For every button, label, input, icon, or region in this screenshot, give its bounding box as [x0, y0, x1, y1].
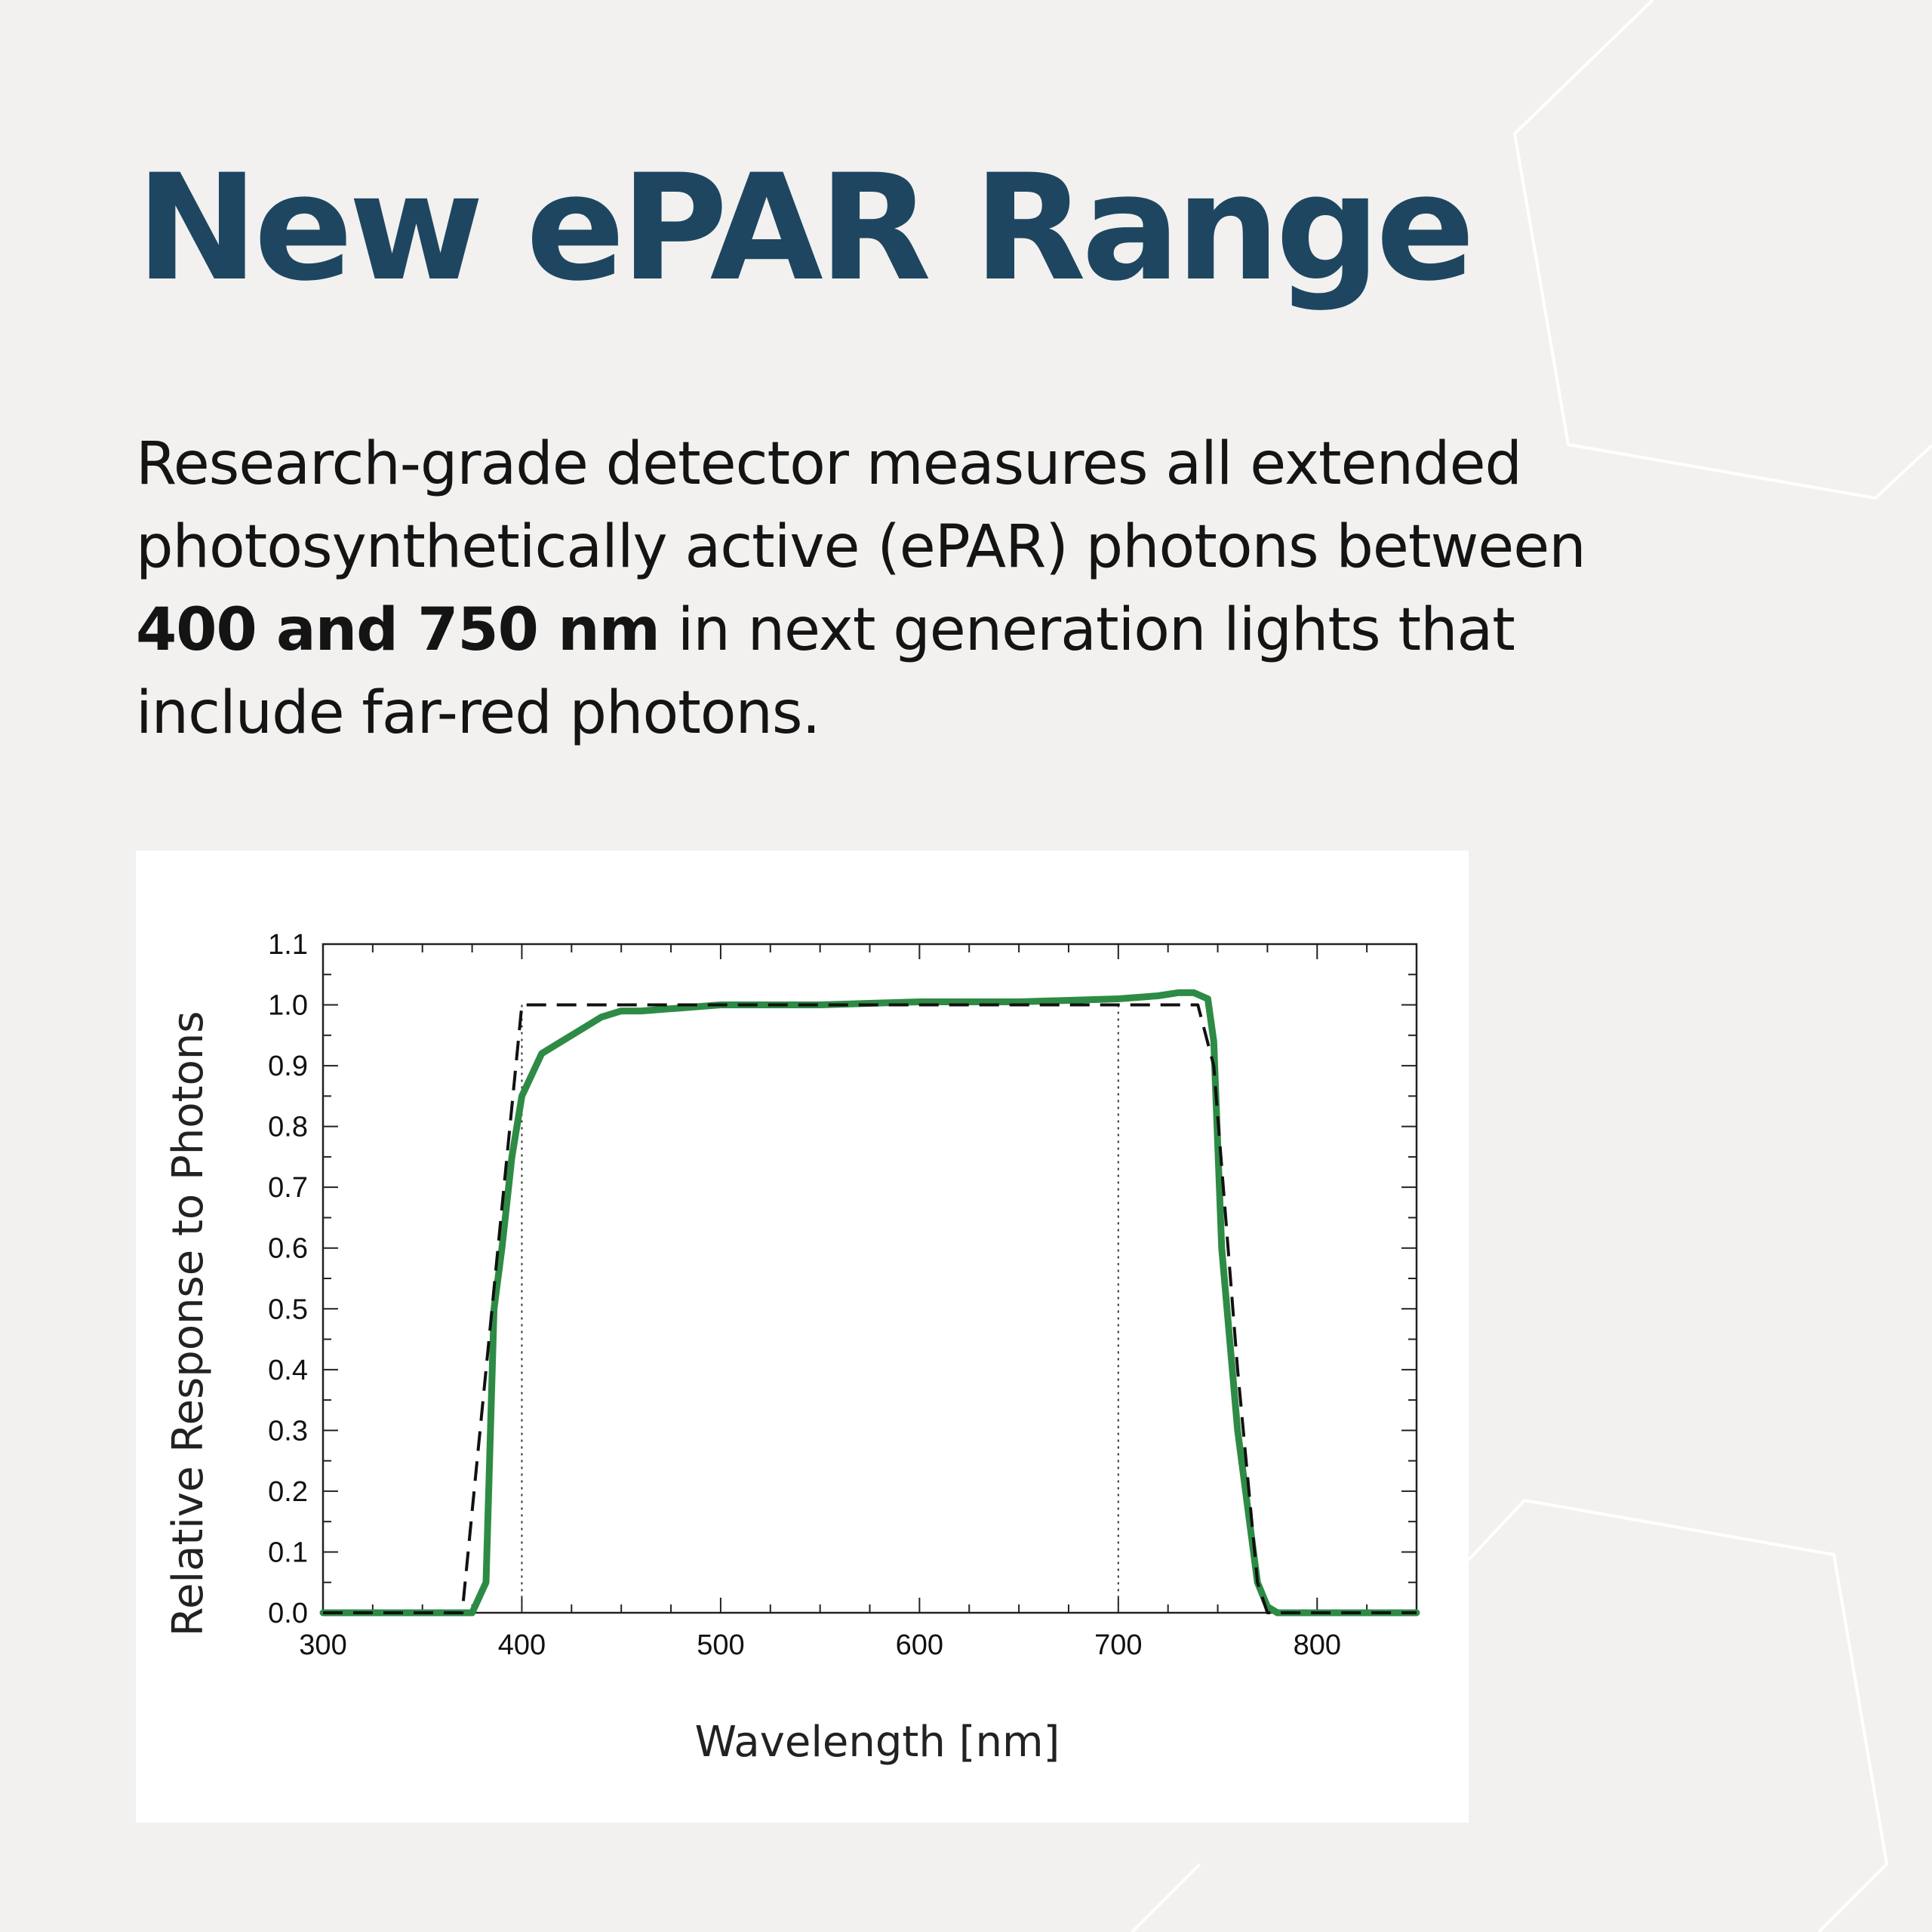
y-tick-label: 0.2	[268, 1476, 308, 1508]
y-tick-label: 0.5	[268, 1294, 308, 1325]
x-tick-label: 700	[1094, 1629, 1142, 1661]
y-tick-label: 0.3	[268, 1415, 308, 1447]
y-axis-title: Relative Response to Photons	[164, 1011, 213, 1637]
description-highlight: 400 and 750 nm	[136, 596, 660, 664]
series-line-ideal	[323, 1003, 1417, 1614]
chart-card: 300 400 500 600 700 800 0.0 0.1 0.2 0.3 0.4 0.5 0.6 0…	[136, 851, 1469, 1823]
page-title: New ePAR Range	[136, 143, 1475, 313]
y-tick-label: 0.9	[268, 1051, 308, 1082]
description-after: in next generation lights that include f…	[136, 596, 1515, 747]
x-tick-label: 800	[1294, 1629, 1341, 1661]
y-tick-label: 0.1	[268, 1537, 308, 1568]
description-before: Research-grade detector measures all ext…	[136, 430, 1586, 581]
y-tick-label: 0.0	[268, 1598, 308, 1629]
response-chart: 300 400 500 600 700 800 0.0 0.1 0.2 0.3 0.4 0.5 0.6 0…	[164, 929, 1420, 1767]
x-tick-label: 600	[896, 1629, 943, 1661]
y-tick-label: 1.1	[268, 929, 308, 961]
y-tick-label: 0.8	[268, 1112, 308, 1143]
y-tick-label: 1.0	[268, 990, 308, 1022]
description-text: Research-grade detector measures all ext…	[136, 423, 1607, 755]
x-tick-label: 400	[498, 1629, 546, 1661]
y-tick-label: 0.6	[268, 1233, 308, 1265]
x-tick-label: 300	[299, 1629, 346, 1661]
x-tick-label: 500	[697, 1629, 744, 1661]
y-tick-label: 0.7	[268, 1172, 308, 1204]
y-tick-label: 0.4	[268, 1355, 308, 1386]
x-axis-title: Wavelength [nm]	[695, 1718, 1060, 1767]
